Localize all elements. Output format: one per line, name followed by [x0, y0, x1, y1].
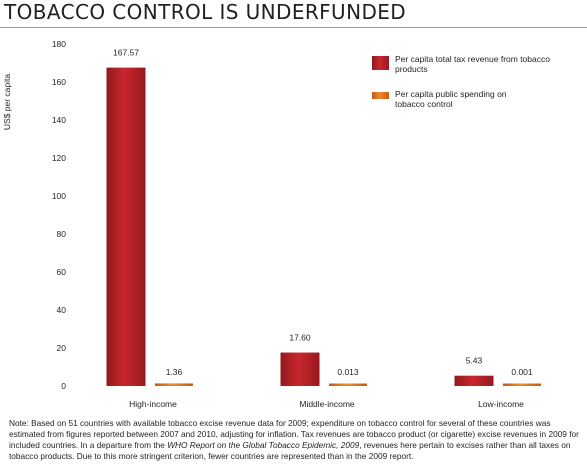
data-label: 0.001 — [511, 367, 533, 377]
y-axis-label: US$ per capita — [2, 74, 12, 130]
legend-entry-line: Per capita public spending on — [395, 89, 507, 99]
legend-entry: Per capita total tax revenue from tobacc… — [395, 54, 550, 74]
bar-spending-low-income — [503, 383, 541, 386]
x-category-label: Low-income — [478, 399, 524, 409]
page-title: TOBACCO CONTROL IS UNDERFUNDED — [4, 0, 407, 24]
y-tick-label: 0 — [61, 381, 66, 391]
bar-tax-revenue-high-income — [106, 67, 146, 386]
bar-spending-middle-income — [329, 383, 367, 386]
bar-tax-revenue-low-income — [454, 375, 494, 386]
legend-swatch — [372, 56, 389, 70]
y-tick-label: 160 — [52, 77, 66, 87]
x-category-label: High-income — [129, 399, 177, 409]
y-tick-label: 180 — [52, 39, 66, 49]
y-tick-label: 100 — [52, 191, 66, 201]
data-label: 5.43 — [466, 356, 483, 366]
footnote-text-end: , revenues here pertain to excises rathe… — [9, 440, 571, 461]
x-category-label: Middle-income — [299, 399, 355, 409]
data-label: 17.60 — [289, 333, 311, 343]
legend-entry-line: products — [395, 64, 428, 74]
legend-swatch — [372, 92, 389, 99]
y-tick-label: 60 — [57, 267, 67, 277]
legend-entry: Per capita public spending on tobacco con… — [395, 89, 507, 109]
y-tick-label: 40 — [57, 305, 67, 315]
bar-chart: US$ per capita 0 20 40 60 80 100 120 140 160 180 1… — [2, 39, 550, 409]
footnote: Note: Based on 51 countries with availab… — [9, 418, 581, 462]
y-tick-label: 140 — [52, 115, 66, 125]
data-label: 0.013 — [337, 367, 359, 377]
bar-spending-high-income — [155, 383, 193, 386]
title-divider — [0, 27, 587, 28]
footnote-report-title: WHO Report on the Global Tobacco Epidemi… — [167, 440, 360, 450]
y-tick-label: 20 — [57, 343, 67, 353]
footnote-text: Note: Based on 51 countries with availab… — [9, 418, 579, 450]
y-tick-label: 80 — [57, 229, 67, 239]
bar-tax-revenue-middle-income — [280, 352, 320, 386]
legend-entry-line: tobacco control — [395, 99, 453, 109]
y-tick-label: 120 — [52, 153, 66, 163]
data-label: 1.36 — [166, 367, 183, 377]
legend-entry-line: Per capita total tax revenue from tobacc… — [395, 54, 550, 64]
data-label: 167.57 — [113, 48, 139, 58]
